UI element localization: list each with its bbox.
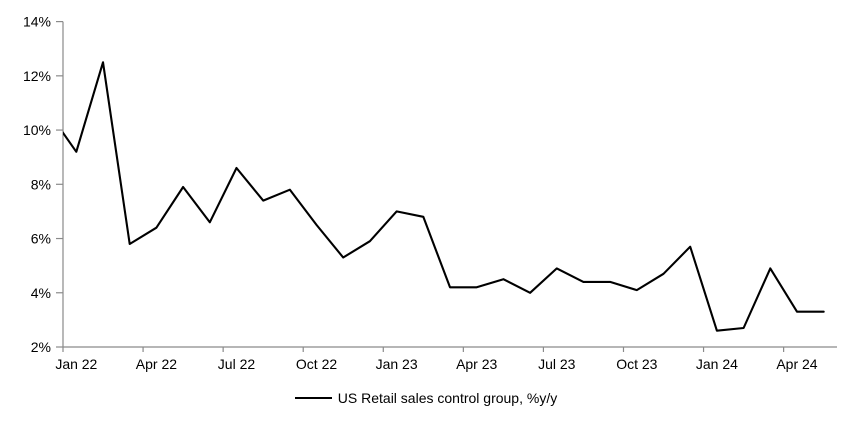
legend-label: US Retail sales control group, %y/y (337, 390, 558, 406)
x-axis-label: Apr 23 (456, 356, 497, 372)
x-axis-label: Oct 22 (296, 356, 337, 372)
y-axis-label: 10% (23, 122, 51, 138)
x-axis-label: Apr 24 (776, 356, 817, 372)
y-axis-label: 6% (31, 231, 51, 247)
x-axis-label: Oct 23 (616, 356, 657, 372)
chart-legend: US Retail sales control group, %y/y (0, 389, 852, 407)
legend-line-marker (294, 397, 332, 399)
chart-plot-area: 2% 4% 6% 8% 10% 12% 14% Jan 22 Apr 22 Jul 22 Oct 2… (23, 14, 837, 372)
y-axis-label: 4% (31, 285, 51, 301)
x-axis-label: Jan 24 (696, 356, 738, 372)
x-axis-label: Apr 22 (136, 356, 177, 372)
x-axis-label: Jul 23 (538, 356, 576, 372)
y-axis-label: 8% (31, 176, 51, 192)
y-axis-label: 12% (23, 68, 51, 84)
y-axis-label: 2% (31, 339, 51, 355)
y-axis-label: 14% (23, 14, 51, 30)
x-axis-label: Jul 22 (218, 356, 256, 372)
series-line (63, 61, 825, 332)
x-axis-label: Jan 23 (376, 356, 418, 372)
x-axis-label: Jan 22 (55, 356, 97, 372)
